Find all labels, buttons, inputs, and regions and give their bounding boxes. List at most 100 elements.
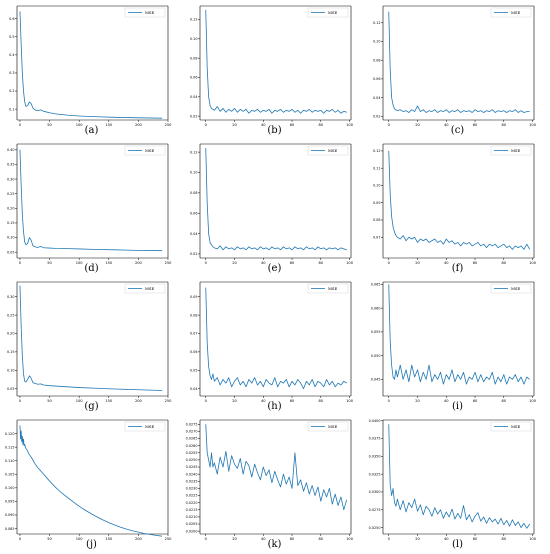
legend-label: MSE (511, 424, 520, 429)
x-tick-label: 60 (290, 123, 295, 127)
y-tick-label: 0.120 (5, 432, 15, 436)
y-tick-label: 0.08 (190, 313, 198, 317)
y-tick-label: 0.050 (371, 354, 381, 358)
y-tick-label: 0.05 (7, 387, 15, 391)
x-tick-label: 100 (529, 261, 537, 265)
y-tick-label: 0.0350 (369, 455, 381, 459)
plot-g: 0 50 100 150 200 250 0.05 0.10 0.15 0.20 0.25 0.30 M… (7, 281, 172, 403)
plot-a: 0 50 100 150 200 250 0.1 0.2 0.3 0.4 0.5 0.6 MSE (9, 5, 172, 127)
x-tick-label: 50 (47, 399, 52, 403)
x-tick-label: 20 (232, 537, 237, 541)
y-tick-label: 0.06 (190, 211, 198, 215)
y-tick-label: 0.115 (5, 445, 15, 449)
series-line-mse (388, 424, 531, 529)
x-tick-label: 100 (76, 399, 84, 403)
y-tick-label: 0.055 (371, 330, 381, 334)
x-tick-label: 40 (261, 537, 266, 541)
x-tick-label: 100 (529, 399, 537, 403)
y-tick-label: 0.15 (7, 221, 15, 225)
caption-h: (h) (267, 401, 282, 412)
y-tick-label: 0.4 (9, 53, 14, 57)
series-line-mse (19, 285, 163, 391)
x-tick-label: 20 (232, 123, 237, 127)
y-tick-label: 0.08 (190, 191, 198, 195)
y-tick-label: 0.25 (7, 313, 15, 317)
x-tick-label: 200 (135, 537, 143, 541)
y-tick-label: 0.04 (190, 232, 198, 236)
x-tick-label: 250 (165, 537, 173, 541)
x-tick-label: 0 (205, 123, 208, 127)
subplot-g: 0 50 100 150 200 250 0.05 0.10 0.15 0.20 0.25 0.30 M… (0, 276, 183, 414)
legend-label: MSE (328, 10, 337, 15)
caption-f: (f) (451, 263, 464, 274)
x-tick-label: 200 (135, 399, 143, 403)
y-tick-label: 0.0255 (186, 451, 198, 455)
x-tick-label: 80 (502, 261, 507, 265)
y-tick-label: 0.0235 (186, 479, 198, 483)
x-tick-label: 100 (346, 399, 354, 403)
legend-box (124, 421, 166, 432)
legend-label: MSE (511, 148, 520, 153)
y-tick-label: 0.0250 (186, 458, 198, 462)
legend-label: MSE (145, 10, 154, 15)
plot-e: 0 20 40 60 80 100 0.02 0.04 0.06 0.08 0.10 0.12 MSE (190, 143, 354, 265)
y-tick-label: 0.0300 (369, 490, 381, 494)
plot-k: 0 20 40 60 80 100 0.0200 0.0205 0.0210 0.0215 0.02… (186, 419, 354, 541)
x-tick-label: 20 (415, 261, 420, 265)
subplot-j: 0 50 100 150 200 250 0.085 0.090 0.095 0.100 0.105… (0, 414, 183, 552)
legend-label: MSE (328, 148, 337, 153)
x-tick-label: 40 (444, 537, 449, 541)
x-tick-label: 40 (261, 261, 266, 265)
y-tick-label: 0.090 (5, 513, 15, 517)
legend-label: MSE (328, 286, 337, 291)
x-tick-label: 20 (232, 399, 237, 403)
caption-b: (b) (267, 125, 282, 136)
y-tick-label: 0.0205 (186, 522, 198, 526)
x-tick-label: 40 (261, 123, 266, 127)
x-tick-label: 150 (105, 537, 113, 541)
series-line-mse (205, 287, 347, 390)
y-tick-label: 0.065 (371, 283, 381, 287)
y-tick-label: 0.0270 (186, 430, 198, 434)
x-tick-label: 80 (319, 399, 324, 403)
x-tick-label: 0 (388, 123, 391, 127)
caption-e: (e) (267, 263, 282, 274)
y-tick-label: 0.3 (9, 71, 14, 75)
legend-box (490, 145, 532, 156)
y-tick-label: 0.105 (5, 472, 15, 476)
x-tick-label: 50 (47, 261, 52, 265)
x-tick-label: 0 (388, 399, 391, 403)
series-line-mse (19, 149, 163, 252)
x-tick-label: 50 (47, 537, 52, 541)
y-tick-label: 0.30 (7, 177, 15, 181)
y-tick-label: 0.0220 (186, 501, 198, 505)
x-tick-label: 80 (319, 123, 324, 127)
series-line-mse (388, 284, 530, 385)
subplot-d: 0 50 100 150 200 250 0.05 0.10 0.15 0.20 0.25 0.30 0… (0, 138, 183, 276)
series-line-mse (19, 11, 163, 119)
legend-label: MSE (145, 286, 154, 291)
y-tick-label: 0.085 (5, 527, 15, 531)
y-tick-label: 0.06 (373, 77, 381, 81)
y-tick-label: 0.40 (7, 148, 15, 152)
y-tick-label: 0.0265 (186, 437, 198, 441)
x-tick-label: 60 (290, 399, 295, 403)
x-tick-label: 80 (502, 537, 507, 541)
y-tick-label: 0.09 (373, 201, 381, 205)
legend-box (124, 145, 166, 156)
caption-c: (c) (450, 125, 465, 136)
x-tick-label: 60 (473, 537, 478, 541)
y-tick-label: 0.0240 (186, 472, 198, 476)
plot-h: 0 20 40 60 80 100 0.04 0.05 0.06 0.07 0.08 0.09 MSE (190, 281, 354, 403)
y-tick-label: 0.04 (373, 96, 381, 100)
x-tick-label: 0 (205, 261, 208, 265)
y-tick-label: 0.0215 (186, 508, 198, 512)
y-tick-label: 0.35 (7, 163, 15, 167)
y-tick-label: 0.07 (190, 332, 198, 336)
y-tick-label: 0.08 (373, 58, 381, 62)
series-line-mse (388, 150, 531, 250)
x-tick-label: 60 (473, 123, 478, 127)
y-tick-label: 0.20 (7, 332, 15, 336)
x-tick-label: 40 (444, 123, 449, 127)
x-tick-label: 0 (19, 123, 22, 127)
